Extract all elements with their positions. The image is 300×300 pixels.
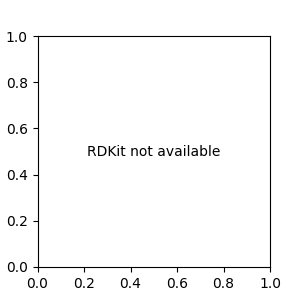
Text: RDKit not available: RDKit not available xyxy=(87,145,220,158)
